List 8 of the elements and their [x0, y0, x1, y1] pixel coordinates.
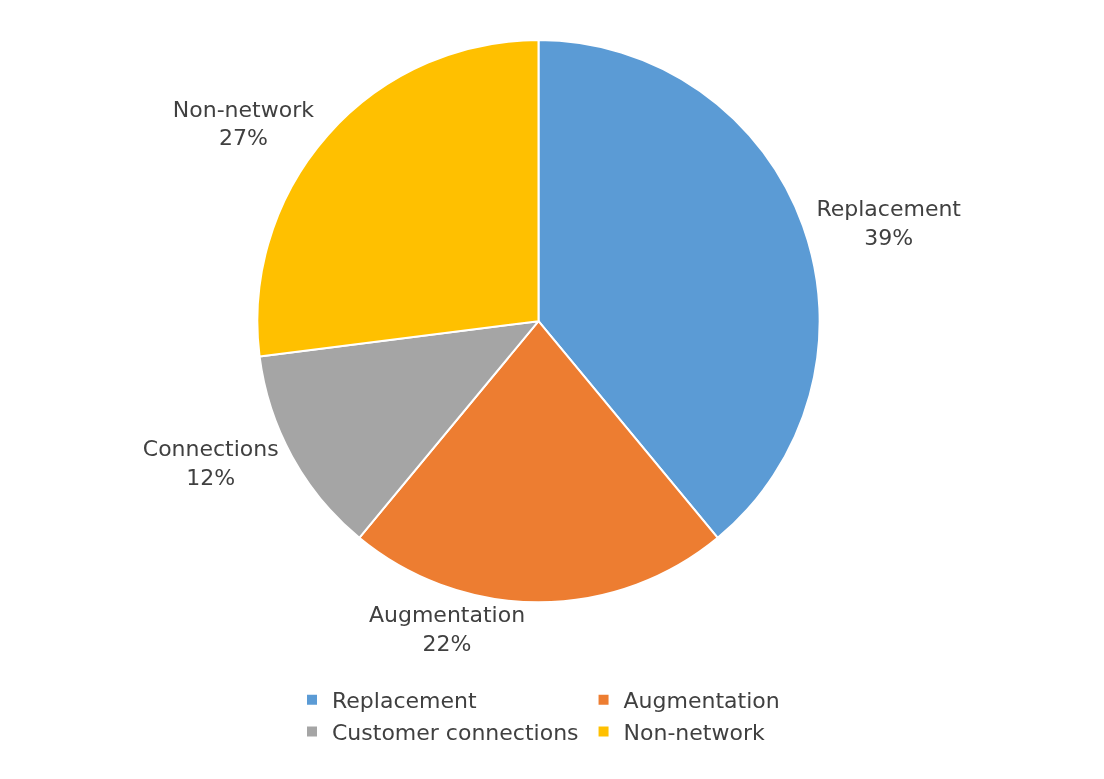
legend-label: Non-network [623, 719, 765, 745]
data-label: Non-network 27% [172, 96, 315, 151]
data-label: Connections 12% [142, 436, 279, 490]
legend-label: Replacement [332, 688, 477, 714]
data-label: Replacement 39% [816, 196, 962, 250]
legend-label: Augmentation [623, 688, 780, 714]
data-label: Augmentation 22% [368, 602, 526, 656]
legend-label: Customer connections [332, 719, 579, 745]
